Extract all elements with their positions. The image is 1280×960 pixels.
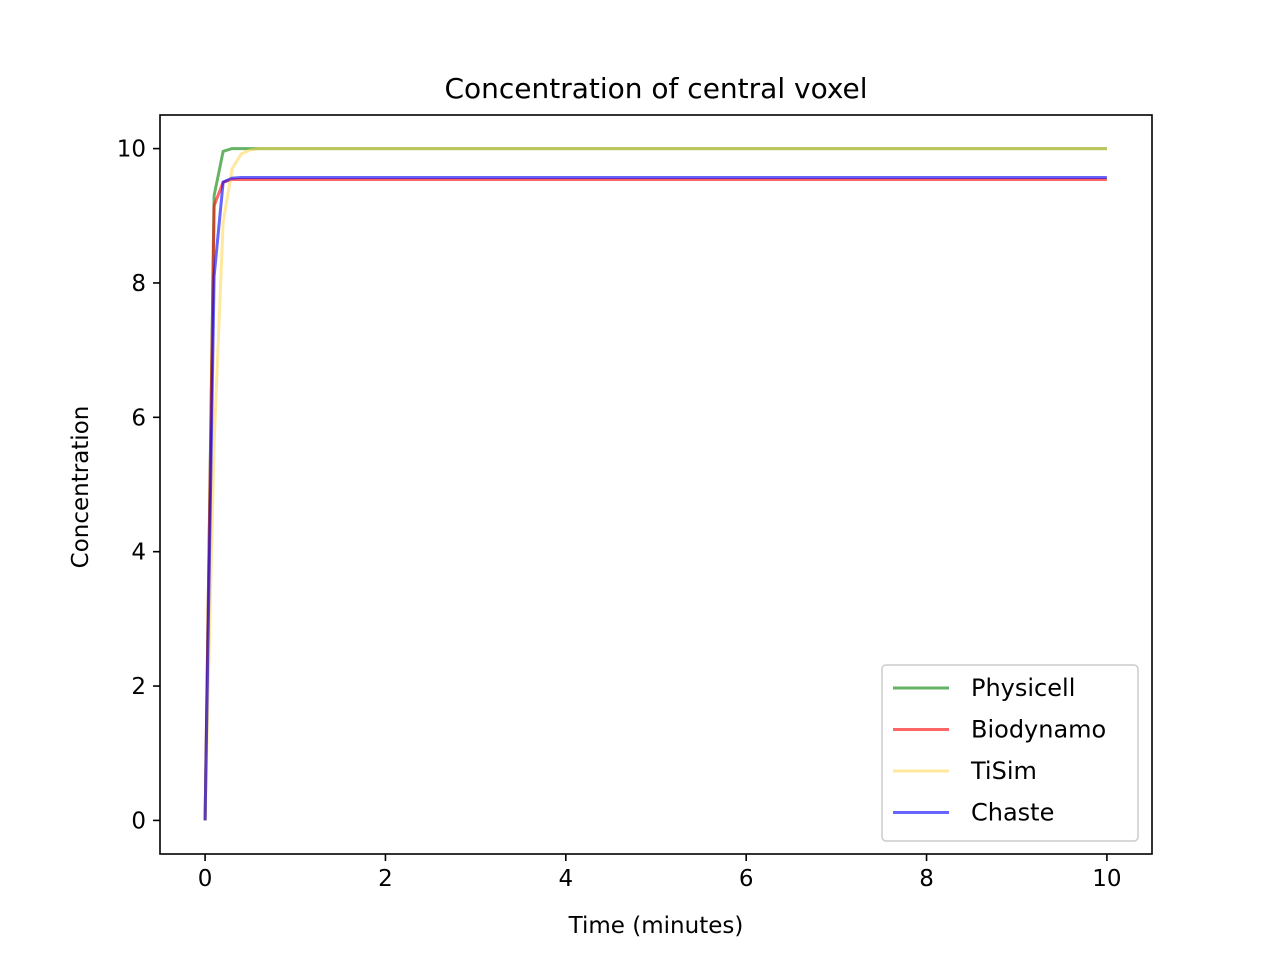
plot-area [203,147,1107,821]
x-tick-label: 4 [558,866,573,892]
y-tick-label: 2 [131,674,146,700]
legend-label-tisim: TiSim [970,757,1037,785]
x-axis: 0 2 4 6 8 10 [198,854,1122,892]
legend: Physicell Biodynamo TiSim Chaste [881,664,1139,842]
x-tick-label: 8 [919,866,934,892]
y-tick-label: 10 [117,137,146,163]
legend-box [881,664,1139,842]
legend-label-biodynamo: Biodynamo [971,716,1106,744]
y-axis-label: Concentration [68,406,94,569]
series-line-chaste [203,175,1107,821]
y-tick-label: 6 [131,405,146,431]
y-tick-label: 0 [131,808,146,834]
y-tick-label: 8 [131,271,146,297]
x-axis-label: Time (minutes) [568,913,744,939]
x-tick-label: 2 [378,866,393,892]
y-tick-label: 4 [131,540,146,566]
chart-title: Concentration of central voxel [444,72,867,105]
x-tick-label: 6 [739,866,754,892]
legend-label-physicell: Physicell [971,674,1075,702]
y-axis: 0 2 4 6 8 10 [117,137,160,834]
legend-label-chaste: Chaste [971,799,1054,827]
axes-frame [159,114,1153,855]
x-tick-label: 10 [1092,866,1121,892]
x-tick-label: 0 [198,866,213,892]
series-line-tisim [203,147,1107,821]
